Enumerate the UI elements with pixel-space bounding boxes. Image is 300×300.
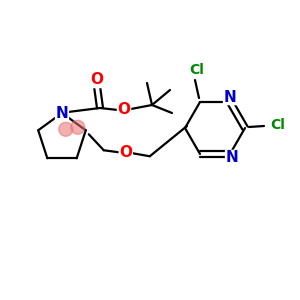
Text: O: O: [118, 103, 130, 118]
Circle shape: [59, 122, 73, 136]
Circle shape: [71, 120, 85, 134]
Text: N: N: [224, 89, 236, 104]
Text: O: O: [119, 145, 132, 160]
Text: Cl: Cl: [190, 63, 204, 77]
Text: Cl: Cl: [271, 118, 285, 132]
Text: N: N: [226, 151, 238, 166]
Text: N: N: [56, 106, 68, 121]
Text: O: O: [91, 73, 103, 88]
